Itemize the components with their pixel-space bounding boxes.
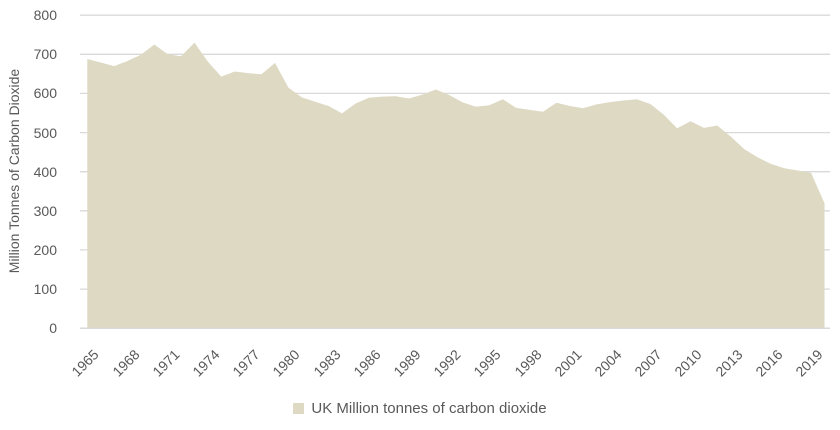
y-tick-label: 600: [33, 85, 57, 102]
y-tick-label: 700: [33, 46, 57, 63]
y-tick-label: 400: [33, 163, 57, 180]
y-tick-label: 200: [33, 241, 57, 258]
y-tick-label: 800: [33, 7, 57, 24]
legend-swatch: [293, 402, 305, 414]
y-tick-label: 300: [33, 202, 57, 219]
y-tick-label: 500: [33, 124, 57, 141]
y-tick-label: 0: [49, 320, 57, 337]
legend-label: UK Million tonnes of carbon dioxide: [311, 399, 547, 417]
area-series-uk-co2: [87, 42, 825, 328]
y-tick-label: 100: [33, 281, 57, 298]
legend: UK Million tonnes of carbon dioxide: [0, 399, 840, 417]
